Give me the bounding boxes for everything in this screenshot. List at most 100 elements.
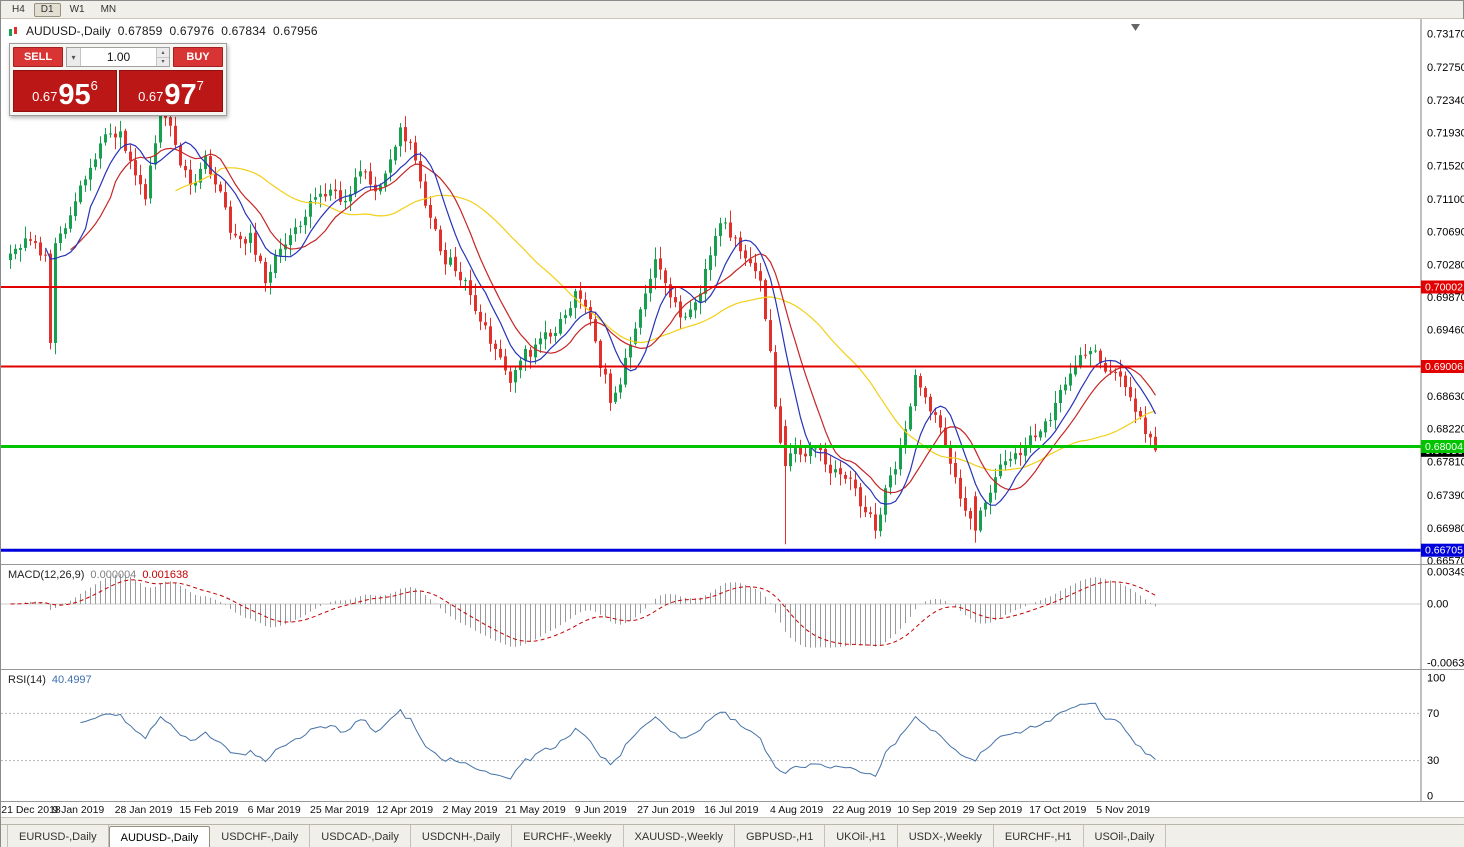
svg-text:0.70280: 0.70280	[1427, 259, 1464, 271]
svg-text:0: 0	[1427, 791, 1433, 802]
svg-text:0.72340: 0.72340	[1427, 95, 1464, 107]
chart-symbol-label: AUDUSD-,Daily	[26, 24, 111, 38]
time-axis-label: 21 May 2019	[505, 804, 566, 816]
macd-chart[interactable]: 0.00349 0.00 -0.00637	[1, 565, 1464, 669]
macd-signal-value: 0.001638	[142, 569, 188, 581]
svg-text:-0.00637: -0.00637	[1427, 658, 1464, 670]
status-strip	[1, 817, 1464, 824]
volume-input[interactable]: 1.00	[81, 48, 156, 66]
svg-text:0.69006: 0.69006	[1425, 361, 1463, 373]
volume-dropdown-button[interactable]: ▾	[67, 48, 81, 66]
svg-text:0.66705: 0.66705	[1425, 545, 1463, 557]
svg-text:0.71520: 0.71520	[1427, 160, 1464, 172]
svg-text:0.00: 0.00	[1427, 599, 1448, 611]
time-axis-label: 15 Feb 2019	[179, 804, 238, 816]
chart-tab-gbpusd-h1[interactable]: GBPUSD-,H1	[735, 825, 825, 847]
rsi-name: RSI(14)	[8, 674, 46, 686]
chart-tab-eurchf-weekly[interactable]: EURCHF-,Weekly	[512, 825, 623, 847]
time-axis-label: 22 Aug 2019	[832, 804, 891, 816]
svg-text:0.70002: 0.70002	[1425, 282, 1463, 294]
chart-tabbar: EURUSD-,DailyAUDUSD-,DailyUSDCHF-,DailyU…	[1, 824, 1464, 847]
timeframe-toolbar: H4D1W1MN	[1, 1, 1463, 19]
ohlc-high: 0.67976	[169, 24, 214, 38]
macd-indicator-panel[interactable]: MACD(12,26,9) 0.000004 0.001638 0.003490…	[1, 564, 1464, 669]
rsi-indicator-panel[interactable]: RSI(14) 40.4997 100 70 30 0	[1, 669, 1464, 801]
time-axis-label: 29 Sep 2019	[963, 804, 1023, 816]
timeframe-button-w1[interactable]: W1	[63, 3, 92, 17]
time-axis-label: 4 Aug 2019	[770, 804, 823, 816]
buy-price-prefix: 0.67	[138, 89, 163, 104]
buy-button[interactable]: BUY	[173, 47, 223, 67]
ohlc-low: 0.67834	[221, 24, 266, 38]
one-click-trading-widget: SELL ▾ 1.00 ▴ ▾ BUY 0.67 95 6	[9, 43, 227, 116]
svg-text:0.69460: 0.69460	[1427, 325, 1464, 337]
chart-tab-ukoil-h1[interactable]: UKOil-,H1	[825, 825, 898, 847]
rsi-chart[interactable]: 100 70 30 0	[1, 670, 1464, 801]
volume-spinner-up[interactable]: ▴	[157, 48, 169, 58]
time-axis-label: 27 Jun 2019	[637, 804, 695, 816]
chart-tab-usdcnh-daily[interactable]: USDCNH-,Daily	[411, 825, 512, 847]
svg-text:0.69870: 0.69870	[1427, 292, 1464, 304]
svg-text:0.67390: 0.67390	[1427, 490, 1464, 502]
svg-text:0.68630: 0.68630	[1427, 391, 1464, 403]
chart-tab-usoil-daily[interactable]: USOil-,Daily	[1084, 825, 1167, 847]
sell-price-big: 95	[58, 83, 90, 108]
macd-name: MACD(12,26,9)	[8, 569, 84, 581]
sell-price-display[interactable]: 0.67 95 6	[13, 70, 117, 112]
svg-text:70: 70	[1427, 708, 1439, 720]
chart-tab-usdx-weekly[interactable]: USDX-,Weekly	[898, 825, 994, 847]
svg-text:0.71930: 0.71930	[1427, 128, 1464, 140]
chart-tab-usdchf-daily[interactable]: USDCHF-,Daily	[210, 825, 310, 847]
time-axis-label: 9 Jun 2019	[575, 804, 627, 816]
svg-text:30: 30	[1427, 755, 1439, 767]
time-axis-label: 5 Nov 2019	[1096, 804, 1150, 816]
svg-text:0.73170: 0.73170	[1427, 29, 1464, 41]
chart-tab-eurchf-h1[interactable]: EURCHF-,H1	[994, 825, 1084, 847]
ohlc-close: 0.67956	[273, 24, 318, 38]
time-axis-label: 16 Jul 2019	[704, 804, 758, 816]
time-axis-label: 17 Oct 2019	[1029, 804, 1086, 816]
time-axis-label: 9 Jan 2019	[52, 804, 104, 816]
svg-text:0.00349: 0.00349	[1427, 567, 1464, 579]
time-axis-label: 2 May 2019	[443, 804, 498, 816]
buy-price-big: 97	[164, 83, 196, 108]
chart-tab-audusd-daily[interactable]: AUDUSD-,Daily	[109, 826, 211, 847]
time-axis-label: 6 Mar 2019	[248, 804, 301, 816]
svg-text:0.70690: 0.70690	[1427, 227, 1464, 239]
time-axis-label: 25 Mar 2019	[310, 804, 369, 816]
sell-button[interactable]: SELL	[13, 47, 63, 67]
timeframe-button-h4[interactable]: H4	[5, 3, 32, 17]
volume-box: ▾ 1.00 ▴ ▾	[66, 47, 170, 67]
time-axis-label: 12 Apr 2019	[376, 804, 433, 816]
time-axis[interactable]: 21 Dec 20189 Jan 201928 Jan 201915 Feb 2…	[1, 801, 1464, 817]
svg-text:0.68004: 0.68004	[1425, 441, 1463, 453]
chart-symbol-icon	[8, 26, 19, 37]
rsi-value: 40.4997	[52, 674, 92, 686]
volume-spinner-down[interactable]: ▾	[157, 58, 169, 67]
time-axis-label: 28 Jan 2019	[115, 804, 173, 816]
chart-tab-xauusd-weekly[interactable]: XAUUSD-,Weekly	[624, 825, 735, 847]
svg-text:0.71100: 0.71100	[1427, 194, 1464, 206]
svg-text:0.67810: 0.67810	[1427, 457, 1464, 469]
volume-spinner: ▴ ▾	[156, 48, 169, 66]
time-axis-label: 10 Sep 2019	[897, 804, 957, 816]
buy-price-display[interactable]: 0.67 97 7	[119, 70, 223, 112]
ohlc-open: 0.67859	[118, 24, 163, 38]
sell-price-sup: 6	[91, 78, 98, 93]
svg-text:0.66570: 0.66570	[1427, 556, 1464, 565]
terminal-window: H4D1W1MN AUDUSD-,Daily 0.67859 0.67976 0…	[0, 0, 1464, 847]
svg-text:0.68220: 0.68220	[1427, 424, 1464, 436]
chart-tab-usdcad-daily[interactable]: USDCAD-,Daily	[310, 825, 411, 847]
timeframe-button-d1[interactable]: D1	[34, 3, 61, 17]
rsi-label: RSI(14) 40.4997	[8, 674, 92, 686]
svg-text:0.72750: 0.72750	[1427, 62, 1464, 74]
macd-label: MACD(12,26,9) 0.000004 0.001638	[8, 569, 188, 581]
main-chart-panel[interactable]: AUDUSD-,Daily 0.67859 0.67976 0.67834 0.…	[1, 19, 1464, 564]
timeframe-button-mn[interactable]: MN	[94, 3, 124, 17]
svg-text:0.66980: 0.66980	[1427, 523, 1464, 535]
chart-title: AUDUSD-,Daily 0.67859 0.67976 0.67834 0.…	[8, 24, 318, 38]
chart-tab-eurusd-daily[interactable]: EURUSD-,Daily	[7, 825, 109, 847]
svg-text:100: 100	[1427, 673, 1445, 685]
buy-price-sup: 7	[197, 78, 204, 93]
sell-price-prefix: 0.67	[32, 89, 57, 104]
